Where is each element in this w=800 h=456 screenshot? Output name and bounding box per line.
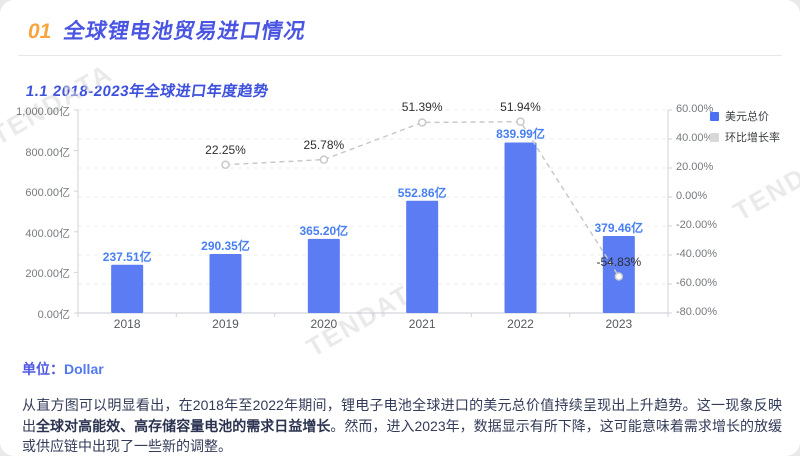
unit-value: Dollar [64, 361, 104, 377]
analysis-paragraph: 从直方图可以明显看出，在2018年至2022年期间，锂电子电池全球进口的美元总价… [22, 395, 782, 456]
bar-value-label: 237.51亿 [102, 249, 152, 264]
bar-value-label: 839.99亿 [496, 127, 545, 142]
trend-chart: TENDATA TENDATA TENDATA 1,000.00亿 800.00亿… [0, 57, 800, 362]
bar-2021[interactable] [406, 200, 439, 313]
bar-2022[interactable] [504, 142, 537, 313]
bar-value-label: 379.46亿 [594, 220, 644, 235]
y-axis-left-label: 0.00亿 [37, 309, 70, 321]
growth-value-label: -54.83% [596, 254, 642, 269]
x-axis-label: 2020 [310, 317, 338, 331]
chart-legend: 美元总价 环比增长率 [710, 108, 780, 150]
x-axis-label: 2022 [507, 317, 534, 331]
legend-label: 环比增长率 [725, 132, 780, 144]
section-number: 01 [26, 20, 54, 43]
growth-point-2021[interactable] [417, 118, 427, 127]
growth-value-label: 25.78% [303, 137, 345, 152]
y-axis-left-label: 600.00亿 [25, 187, 70, 200]
legend-item-growth-rate[interactable]: 环比增长率 [710, 129, 780, 145]
growth-value-label: 22.25% [205, 142, 246, 157]
analysis-text: 。然而，进入2023年，数据显示有所下降，这可能意味着需求增长的放缓或供应链中出… [22, 417, 783, 455]
y-axis-left-label: 800.00亿 [25, 146, 70, 159]
y-axis-right-label: 0.00% [676, 190, 708, 202]
bar-value-label: 290.35亿 [201, 239, 250, 254]
bar-2018[interactable] [111, 264, 144, 313]
page-title: 全球锂电池贸易进口情况 [62, 20, 309, 43]
legend-label: 美元总价 [725, 111, 769, 123]
legend-swatch-line [710, 132, 719, 142]
bar-2020[interactable] [307, 238, 340, 313]
y-axis-left-label: 400.00亿 [25, 227, 70, 240]
y-axis-right-label: 60.00% [676, 103, 714, 115]
legend-item-usd-total[interactable]: 美元总价 [710, 108, 780, 124]
growth-point-2019[interactable] [221, 160, 230, 169]
growth-point-2023[interactable] [614, 272, 624, 281]
y-axis-right-label: -60.00% [676, 277, 717, 289]
bar-2019[interactable] [209, 254, 242, 313]
bar-value-label: 365.20亿 [299, 223, 349, 238]
y-axis-left-label: 1,000.00亿 [16, 106, 70, 118]
page-header: 01 全球锂电池贸易进口情况 [26, 15, 309, 45]
y-axis-right-label: -20.00% [676, 219, 717, 231]
analysis-text-bold: 全球对高能效、高存储容量电池的需求日益增长 [36, 417, 331, 434]
y-axis-right-label: 20.00% [676, 161, 714, 173]
y-axis-left-label: 200.00亿 [25, 268, 70, 281]
header-divider [18, 55, 782, 56]
growth-rate-line [225, 120, 620, 277]
x-axis-label: 2019 [212, 317, 239, 331]
y-axis-right-label: -40.00% [676, 248, 717, 260]
growth-point-2020[interactable] [319, 155, 329, 164]
legend-swatch-bar [710, 111, 719, 121]
analysis-text: 从直方图可以明显看出，在2018年至2022年期间，锂电子电池全球进口的美元总价… [22, 397, 782, 434]
x-axis-label: 2021 [408, 317, 436, 331]
growth-point-2022[interactable] [516, 117, 525, 126]
bar-value-label: 552.86亿 [397, 185, 447, 200]
growth-value-label: 51.94% [500, 99, 541, 114]
y-axis-right-label: 40.00% [676, 132, 714, 144]
growth-value-label: 51.39% [401, 100, 443, 115]
x-axis-label: 2023 [605, 317, 633, 331]
unit-line: 单位：Dollar [22, 359, 104, 379]
chart-canvas [74, 109, 672, 317]
x-axis-label: 2018 [113, 317, 141, 331]
unit-label: 单位： [22, 361, 64, 377]
y-axis-right-label: -80.00% [676, 306, 717, 318]
